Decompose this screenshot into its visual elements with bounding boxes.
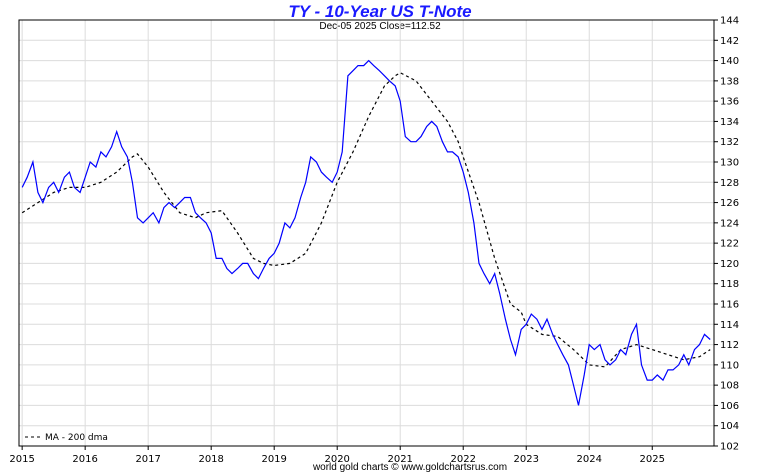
- y-tick-label: 116: [720, 300, 739, 311]
- y-tick-label: 118: [720, 279, 739, 290]
- y-tick-label: 136: [720, 97, 739, 108]
- grid-lines: [19, 19, 714, 447]
- x-tick-label: 2017: [135, 454, 160, 465]
- y-tick-label: 140: [720, 56, 739, 67]
- legend: MA - 200 dma: [25, 433, 108, 443]
- y-tick-label: 126: [720, 198, 739, 209]
- y-tick-label: 142: [720, 36, 739, 47]
- y-tick-label: 114: [720, 320, 739, 331]
- chart-footer: world gold charts © www.goldchartsrus.co…: [312, 462, 508, 473]
- y-tick-label: 144: [720, 16, 739, 27]
- x-tick-label: 2024: [577, 454, 602, 465]
- chart-title: TY - 10-Year US T-Note: [288, 2, 472, 21]
- y-tick-label: 110: [720, 360, 739, 371]
- series-line-price: [21, 59, 711, 406]
- x-axis: 2015 2016 2017 2018 2019 2020 2021 2022 2023 2024…: [9, 446, 665, 465]
- y-tick-label: 124: [720, 218, 739, 229]
- y-tick-label: 132: [720, 137, 739, 148]
- x-tick-label: 2021: [387, 454, 412, 465]
- y-tick-label: 120: [720, 259, 739, 270]
- x-tick-label: 2016: [72, 454, 97, 465]
- y-tick-label: 122: [720, 239, 739, 250]
- series-line-ma: [21, 72, 711, 368]
- x-tick-label: 2018: [198, 454, 223, 465]
- y-tick-label: 108: [720, 381, 739, 392]
- y-tick-label: 134: [720, 117, 739, 128]
- x-tick-label: 2023: [514, 454, 539, 465]
- plot-frame: [18, 19, 715, 447]
- y-tick-label: 104: [720, 421, 739, 432]
- y-axis: 102 104 106 108 110 112 114 116 118 120 122 124 126 1…: [714, 16, 739, 453]
- y-tick-label: 128: [720, 178, 739, 189]
- y-tick-label: 138: [720, 76, 739, 87]
- y-tick-label: 102: [720, 442, 739, 453]
- x-tick-label: 2022: [450, 454, 475, 465]
- y-tick-label: 112: [720, 340, 739, 351]
- legend-label-ma: MA - 200 dma: [45, 433, 108, 443]
- x-tick-label: 2025: [640, 454, 665, 465]
- x-tick-label: 2020: [324, 454, 349, 465]
- x-tick-label: 2015: [9, 454, 34, 465]
- chart-subtitle: Dec-05 2025 Close=112.52: [319, 21, 441, 32]
- y-tick-label: 130: [720, 158, 739, 169]
- x-tick-label: 2019: [261, 454, 286, 465]
- y-tick-label: 106: [720, 401, 739, 412]
